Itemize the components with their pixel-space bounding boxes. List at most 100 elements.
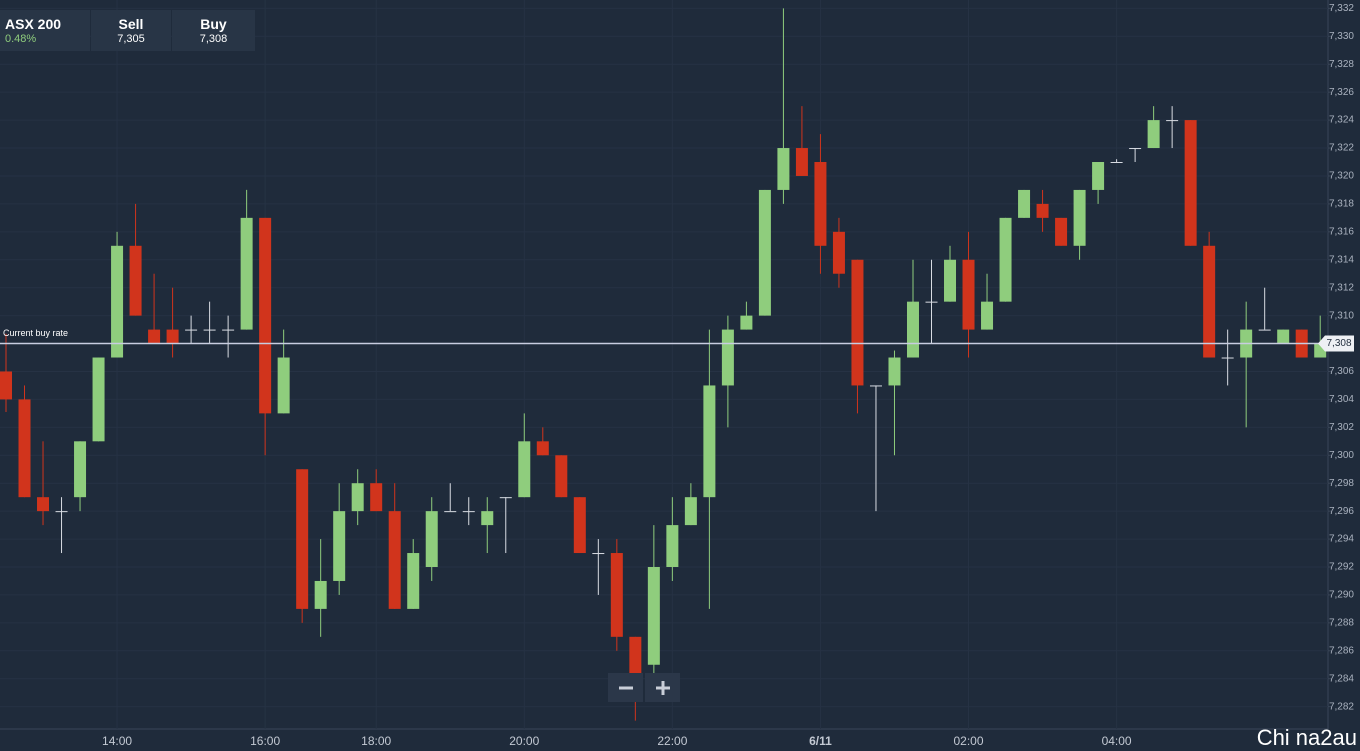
y-tick-label: 7,292	[1329, 562, 1354, 573]
candle-body	[814, 162, 827, 246]
candle-body	[1147, 120, 1160, 149]
candle-body	[981, 301, 994, 330]
candle-body	[610, 553, 623, 637]
y-tick-label: 7,288	[1329, 618, 1354, 629]
candle-body	[666, 525, 679, 567]
x-tick-label: 6/11	[809, 734, 832, 748]
candle-body	[222, 329, 235, 331]
candle-body	[203, 329, 216, 331]
candle-body	[703, 385, 716, 498]
y-tick-label: 7,304	[1329, 394, 1354, 405]
buy-panel[interactable]: Buy 7,308	[172, 10, 255, 51]
x-tick-label: 02:00	[954, 734, 984, 748]
candle-body	[1166, 120, 1179, 122]
instrument-change: 0.48%	[5, 33, 37, 45]
candle-body	[758, 189, 771, 316]
y-tick-label: 7,314	[1329, 254, 1354, 265]
candle-body	[1184, 120, 1197, 246]
zoom-controls	[608, 673, 680, 702]
candle-body	[0, 371, 12, 400]
y-tick-label: 7,284	[1329, 673, 1354, 684]
candle-body	[129, 245, 142, 316]
y-tick-label: 7,302	[1329, 422, 1354, 433]
x-tick-label: 22:00	[657, 734, 687, 748]
candle-body	[1110, 162, 1123, 163]
y-tick-label: 7,324	[1329, 115, 1354, 126]
y-tick-label: 7,322	[1329, 143, 1354, 154]
buy-label: Buy	[200, 16, 227, 32]
candle-body	[721, 329, 734, 386]
candle-body	[296, 469, 309, 609]
candle-body	[481, 511, 494, 526]
candle-body	[555, 455, 568, 498]
candle-body	[240, 217, 253, 330]
candle-body	[1073, 189, 1086, 246]
sell-price: 7,305	[117, 33, 145, 45]
candle-body	[351, 483, 364, 512]
x-tick-label: 18:00	[361, 734, 391, 748]
watermark: Chi na2au	[1257, 725, 1357, 750]
y-tick-label: 7,298	[1329, 478, 1354, 489]
candle-body	[277, 357, 290, 414]
candle-body	[1277, 329, 1290, 344]
y-tick-label: 7,290	[1329, 590, 1354, 601]
y-tick-label: 7,296	[1329, 506, 1354, 517]
y-tick-label: 7,300	[1329, 450, 1354, 461]
candle-body	[851, 259, 864, 386]
candle-body	[832, 231, 845, 274]
y-tick-label: 7,318	[1329, 199, 1354, 210]
candle-body	[407, 553, 420, 609]
candle-body	[55, 511, 68, 513]
candle-body	[185, 329, 198, 331]
candle-body	[795, 148, 808, 176]
candle-body	[518, 441, 531, 498]
y-tick-label: 7,286	[1329, 645, 1354, 656]
buy-price: 7,308	[199, 33, 228, 45]
candle-body	[370, 483, 383, 512]
candle-body	[944, 259, 957, 302]
candle-body	[1203, 245, 1216, 358]
y-tick-label: 7,328	[1329, 59, 1354, 70]
candle-body	[92, 357, 105, 442]
candle-body	[1221, 357, 1234, 359]
candle-body	[629, 636, 642, 679]
candle-body	[1092, 162, 1105, 190]
candle-body	[888, 357, 901, 386]
y-tick-label: 7,330	[1329, 31, 1354, 42]
current-rate-label: Current buy rate	[3, 328, 68, 338]
candle-body	[166, 329, 179, 344]
candle-body	[592, 553, 605, 555]
candle-body	[647, 567, 660, 665]
instrument-name: ASX 200	[5, 16, 62, 32]
candle-body	[18, 399, 31, 498]
y-tick-label: 7,320	[1329, 171, 1354, 182]
candle-body	[444, 511, 457, 513]
candle-body	[425, 511, 438, 567]
candle-body	[1258, 329, 1271, 331]
candle-body	[148, 329, 161, 344]
x-tick-label: 20:00	[509, 734, 539, 748]
candle-body	[740, 315, 753, 330]
y-tick-label: 7,316	[1329, 226, 1354, 237]
sell-panel[interactable]: Sell 7,305	[91, 10, 171, 51]
candle-body	[573, 497, 586, 554]
candle-body	[1036, 203, 1049, 218]
current-rate-tag	[1318, 335, 1354, 352]
y-tick-label: 7,326	[1329, 87, 1354, 98]
current-rate-value: 7,308	[1326, 338, 1351, 349]
sell-label: Sell	[118, 16, 144, 32]
candle-body	[333, 511, 346, 581]
candle-body	[74, 441, 87, 498]
y-tick-label: 7,282	[1329, 701, 1354, 712]
candle-body	[259, 217, 272, 414]
candle-body	[314, 580, 327, 609]
candle-body	[499, 497, 512, 499]
candle-body	[37, 497, 50, 512]
candle-body	[999, 217, 1012, 302]
candle-body	[962, 259, 975, 330]
candle-body	[906, 301, 919, 358]
y-tick-label: 7,310	[1329, 310, 1354, 321]
